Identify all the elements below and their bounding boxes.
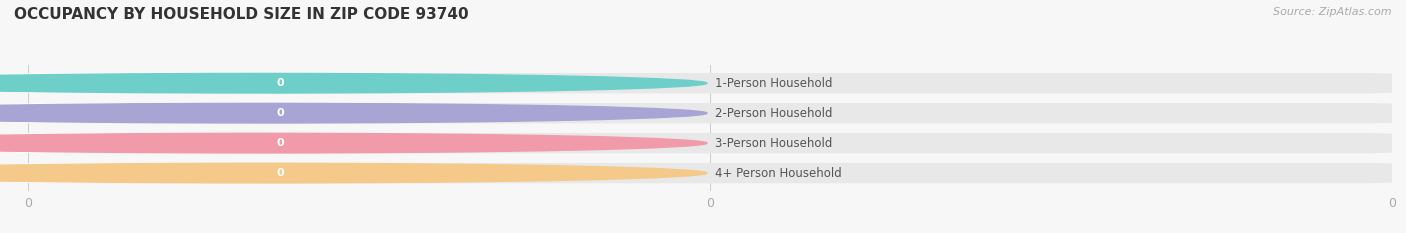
Text: 0: 0: [276, 168, 284, 178]
FancyBboxPatch shape: [263, 133, 297, 153]
Text: 1-Person Household: 1-Person Household: [716, 77, 832, 90]
FancyBboxPatch shape: [17, 103, 276, 123]
FancyBboxPatch shape: [28, 133, 1392, 153]
FancyBboxPatch shape: [17, 163, 276, 183]
FancyBboxPatch shape: [263, 73, 297, 93]
Circle shape: [0, 133, 707, 153]
Circle shape: [0, 103, 707, 123]
FancyBboxPatch shape: [28, 163, 1392, 183]
FancyBboxPatch shape: [17, 73, 276, 93]
Text: 0: 0: [276, 108, 284, 118]
FancyBboxPatch shape: [263, 163, 297, 183]
Text: 3-Person Household: 3-Person Household: [716, 137, 832, 150]
Text: 4+ Person Household: 4+ Person Household: [716, 167, 842, 180]
Circle shape: [0, 73, 707, 93]
Text: 2-Person Household: 2-Person Household: [716, 107, 832, 120]
Text: 0: 0: [276, 78, 284, 88]
FancyBboxPatch shape: [28, 73, 1392, 93]
FancyBboxPatch shape: [28, 103, 1392, 123]
FancyBboxPatch shape: [17, 133, 276, 153]
Text: 0: 0: [276, 138, 284, 148]
FancyBboxPatch shape: [263, 103, 297, 123]
Circle shape: [0, 163, 707, 183]
Text: OCCUPANCY BY HOUSEHOLD SIZE IN ZIP CODE 93740: OCCUPANCY BY HOUSEHOLD SIZE IN ZIP CODE …: [14, 7, 468, 22]
Text: Source: ZipAtlas.com: Source: ZipAtlas.com: [1274, 7, 1392, 17]
